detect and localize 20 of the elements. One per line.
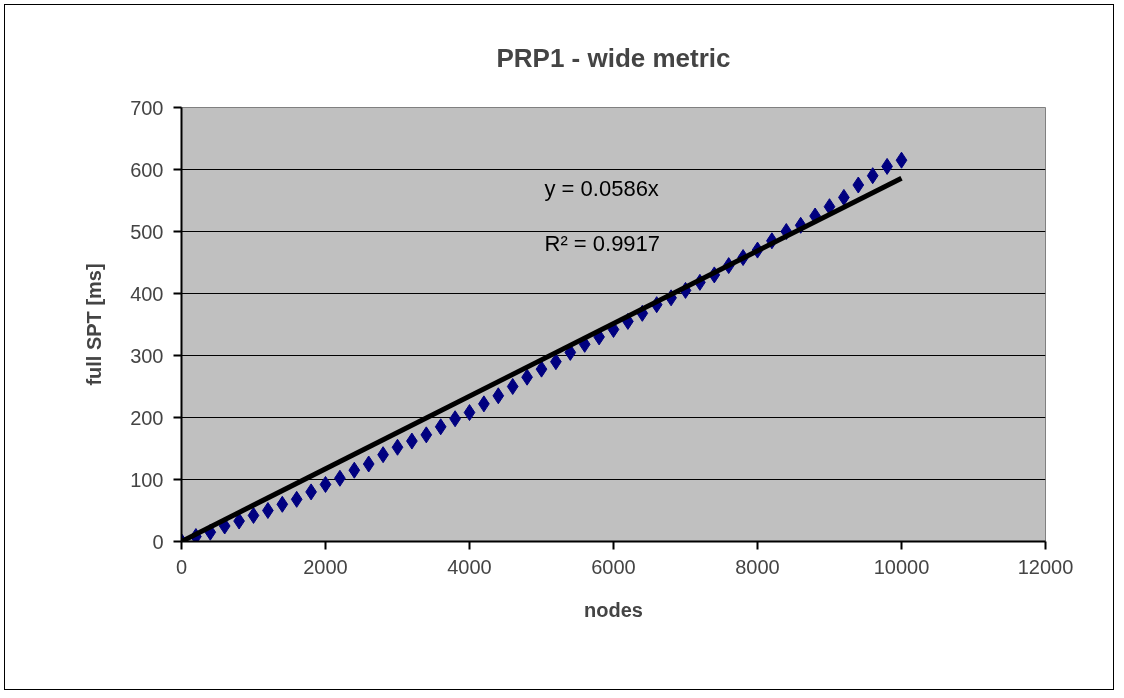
annotation: R² = 0.9917 xyxy=(544,230,661,256)
y-tick-label: 200 xyxy=(130,406,164,429)
y-tick-label: 500 xyxy=(130,220,164,243)
y-tick-label: 600 xyxy=(130,158,164,181)
x-tick-label: 6000 xyxy=(591,555,636,578)
x-tick-label: 2000 xyxy=(303,555,348,578)
chart-title: PRP1 - wide metric xyxy=(496,42,731,73)
x-tick-label: 8000 xyxy=(735,555,780,578)
y-tick-label: 300 xyxy=(130,344,164,367)
x-axis-title: nodes xyxy=(584,598,643,621)
y-tick-label: 700 xyxy=(130,96,164,119)
x-tick-label: 0 xyxy=(175,555,188,578)
x-tick-label: 12000 xyxy=(1017,555,1074,578)
y-tick-label: 0 xyxy=(152,530,164,553)
x-tick-label: 10000 xyxy=(873,555,930,578)
y-axis-title: full SPT [ms] xyxy=(83,263,106,386)
y-tick-label: 100 xyxy=(130,468,164,491)
y-tick-label: 400 xyxy=(130,282,164,305)
x-tick-label: 4000 xyxy=(447,555,492,578)
annotation: y = 0.0586x xyxy=(544,175,659,201)
